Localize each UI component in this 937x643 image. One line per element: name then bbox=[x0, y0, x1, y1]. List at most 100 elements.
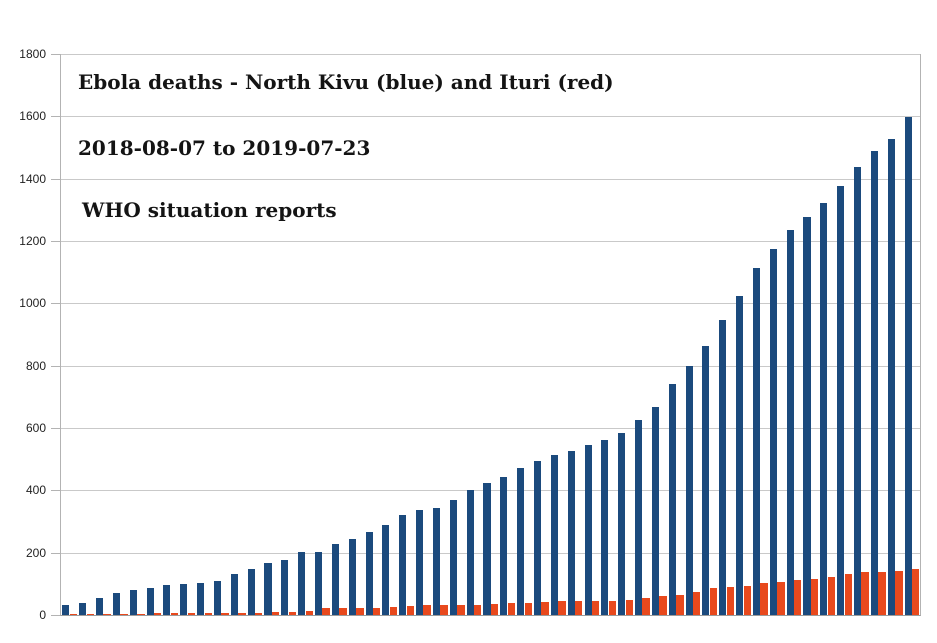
report-slot-43 bbox=[768, 54, 785, 615]
y-tick-1200 bbox=[51, 241, 60, 242]
bar-north-kivu-38 bbox=[685, 365, 693, 615]
bar-north-kivu-32 bbox=[584, 445, 592, 615]
bar-north-kivu-51 bbox=[904, 116, 912, 615]
bar-north-kivu-35 bbox=[635, 420, 643, 615]
bar-ituri-28 bbox=[524, 603, 532, 615]
bar-ituri-46 bbox=[827, 576, 836, 615]
bar-ituri-35 bbox=[642, 598, 650, 615]
bar-north-kivu-16 bbox=[315, 551, 323, 615]
report-slot-39 bbox=[701, 54, 718, 615]
bar-ituri-21 bbox=[406, 605, 415, 615]
report-slot-44 bbox=[785, 54, 802, 615]
bar-ituri-10 bbox=[221, 612, 229, 615]
report-slot-24 bbox=[448, 54, 465, 615]
bar-ituri-36 bbox=[659, 596, 667, 615]
bar-ituri-42 bbox=[760, 583, 768, 615]
bar-ituri-27 bbox=[507, 603, 516, 615]
report-slot-26 bbox=[482, 54, 499, 615]
bar-ituri-48 bbox=[861, 572, 869, 615]
report-slot-14 bbox=[280, 54, 297, 615]
gridline-600 bbox=[61, 427, 920, 429]
report-slot-6 bbox=[145, 54, 162, 615]
bar-north-kivu-41 bbox=[736, 296, 744, 615]
report-slot-11 bbox=[229, 54, 246, 615]
report-slot-7 bbox=[162, 54, 179, 615]
bar-north-kivu-21 bbox=[399, 514, 407, 615]
report-slot-47 bbox=[836, 54, 853, 615]
bar-north-kivu-24 bbox=[449, 500, 457, 615]
bar-ituri-13 bbox=[271, 612, 280, 615]
bar-north-kivu-3 bbox=[96, 597, 104, 615]
bar-ituri-15 bbox=[305, 610, 313, 615]
bar-north-kivu-17 bbox=[331, 543, 339, 615]
bar-north-kivu-45 bbox=[803, 217, 811, 615]
report-slot-13 bbox=[263, 54, 280, 615]
y-tick-1800 bbox=[51, 54, 60, 55]
bar-ituri-43 bbox=[777, 582, 785, 615]
bar-ituri-18 bbox=[356, 607, 364, 615]
report-slot-15 bbox=[297, 54, 314, 615]
bar-ituri-20 bbox=[389, 607, 398, 615]
bar-north-kivu-43 bbox=[769, 248, 777, 615]
bar-ituri-3 bbox=[103, 614, 111, 615]
bar-north-kivu-40 bbox=[719, 319, 727, 615]
bar-ituri-4 bbox=[120, 613, 128, 615]
report-slot-3 bbox=[95, 54, 112, 615]
report-slot-31 bbox=[566, 54, 583, 615]
bar-north-kivu-9 bbox=[197, 582, 205, 615]
report-slot-35 bbox=[634, 54, 651, 615]
bar-ituri-50 bbox=[895, 570, 903, 615]
bar-ituri-44 bbox=[794, 580, 802, 615]
bar-north-kivu-39 bbox=[702, 345, 710, 615]
bar-ituri-33 bbox=[608, 600, 617, 615]
bar-north-kivu-50 bbox=[887, 139, 895, 615]
bar-ituri-45 bbox=[810, 578, 819, 615]
bar-north-kivu-29 bbox=[533, 461, 542, 615]
bar-ituri-32 bbox=[591, 600, 600, 615]
report-slot-2 bbox=[78, 54, 95, 615]
y-axis-label-1000: 1000 bbox=[19, 296, 46, 311]
bar-north-kivu-26 bbox=[483, 483, 491, 615]
chart-source: WHO situation reports bbox=[82, 198, 337, 222]
y-tick-600 bbox=[51, 428, 60, 429]
bar-north-kivu-33 bbox=[601, 440, 609, 615]
bar-ituri-11 bbox=[238, 612, 246, 615]
bar-north-kivu-5 bbox=[129, 590, 137, 615]
gridline-1600 bbox=[61, 116, 920, 118]
report-slot-19 bbox=[364, 54, 381, 615]
report-slot-23 bbox=[432, 54, 449, 615]
y-axis-label-1800: 1800 bbox=[19, 47, 46, 61]
bar-north-kivu-27 bbox=[500, 476, 508, 615]
y-tick-400 bbox=[51, 490, 60, 492]
report-slot-16 bbox=[314, 54, 331, 615]
bar-north-kivu-44 bbox=[786, 230, 794, 615]
bar-ituri-6 bbox=[153, 613, 162, 615]
bar-north-kivu-31 bbox=[567, 450, 575, 615]
report-slot-40 bbox=[718, 54, 735, 615]
report-slot-37 bbox=[667, 54, 684, 615]
y-axis-label-400: 400 bbox=[25, 483, 46, 498]
bar-ituri-31 bbox=[575, 601, 583, 615]
bar-north-kivu-7 bbox=[163, 585, 171, 615]
bar-ituri-26 bbox=[490, 604, 499, 615]
report-slot-32 bbox=[583, 54, 600, 615]
y-tick-200 bbox=[51, 552, 60, 554]
report-slot-30 bbox=[549, 54, 566, 615]
bar-north-kivu-12 bbox=[247, 569, 255, 615]
bar-north-kivu-34 bbox=[618, 433, 626, 615]
bar-north-kivu-47 bbox=[837, 185, 845, 615]
gridline-1800 bbox=[61, 54, 920, 55]
y-axis: 0 200 400 600 800 1000 1200 1400 1600 1800 bbox=[0, 47, 60, 622]
bar-north-kivu-25 bbox=[466, 490, 474, 615]
bar-north-kivu-37 bbox=[668, 383, 676, 615]
report-slot-12 bbox=[246, 54, 263, 615]
report-slot-4 bbox=[112, 54, 129, 615]
bar-ituri-17 bbox=[339, 608, 347, 615]
report-slot-51 bbox=[903, 54, 920, 615]
bar-north-kivu-6 bbox=[146, 587, 154, 615]
report-slot-8 bbox=[179, 54, 196, 615]
bar-ituri-24 bbox=[457, 604, 465, 615]
y-axis-label-200: 200 bbox=[25, 545, 46, 560]
gridline-400 bbox=[61, 490, 920, 492]
